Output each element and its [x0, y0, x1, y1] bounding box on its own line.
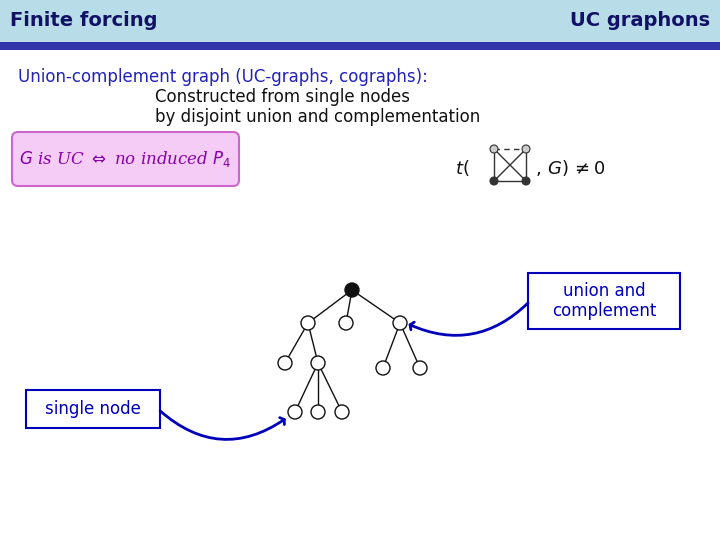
Circle shape: [345, 283, 359, 297]
Text: $,\,G)\,\neq 0$: $,\,G)\,\neq 0$: [535, 158, 606, 178]
Text: Constructed from single nodes: Constructed from single nodes: [155, 88, 410, 106]
Circle shape: [522, 177, 530, 185]
Text: Union-complement graph (UC-graphs, cographs):: Union-complement graph (UC-graphs, cogra…: [18, 68, 428, 86]
Bar: [0, 0, 720, 42]
Circle shape: [288, 405, 302, 419]
Bar: [0, 42, 720, 50]
Circle shape: [490, 145, 498, 153]
Circle shape: [393, 316, 407, 330]
Circle shape: [413, 361, 427, 375]
Circle shape: [311, 356, 325, 370]
Text: Finite forcing: Finite forcing: [10, 11, 158, 30]
Text: $G$ is UC $\Leftrightarrow$ no induced $P_4$: $G$ is UC $\Leftrightarrow$ no induced $…: [19, 149, 232, 169]
Circle shape: [522, 145, 530, 153]
Circle shape: [490, 177, 498, 185]
Text: UC graphons: UC graphons: [570, 11, 710, 30]
Circle shape: [335, 405, 349, 419]
FancyBboxPatch shape: [12, 132, 239, 186]
FancyBboxPatch shape: [528, 273, 680, 329]
Circle shape: [376, 361, 390, 375]
Circle shape: [301, 316, 315, 330]
Circle shape: [278, 356, 292, 370]
Text: by disjoint union and complementation: by disjoint union and complementation: [155, 108, 480, 126]
Circle shape: [311, 405, 325, 419]
Text: $t($: $t($: [455, 158, 469, 178]
Text: union and
complement: union and complement: [552, 281, 656, 320]
FancyBboxPatch shape: [26, 390, 160, 428]
Circle shape: [339, 316, 353, 330]
Text: single node: single node: [45, 400, 141, 418]
